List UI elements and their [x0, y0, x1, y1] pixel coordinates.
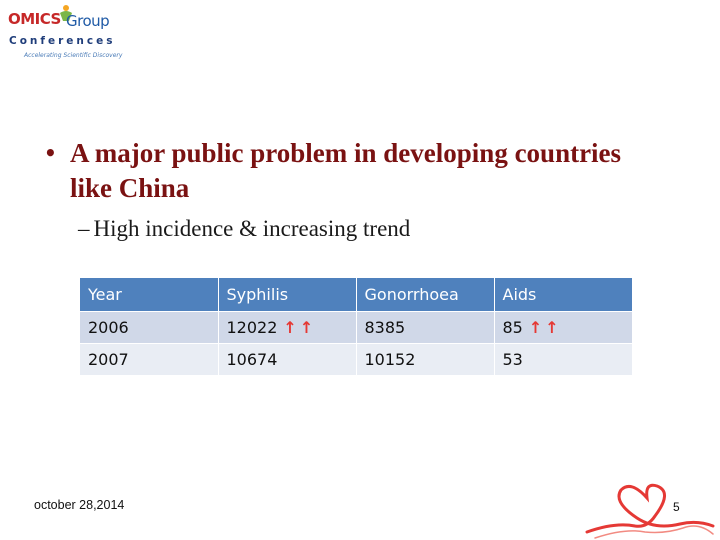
- page-number: 5: [673, 500, 680, 514]
- table-header-row: Year Syphilis Gonorrhoea Aids: [80, 278, 633, 312]
- logo-brand-group: Group: [66, 12, 110, 30]
- cell-year: 2007: [80, 343, 219, 376]
- header-syphilis: Syphilis: [218, 278, 357, 312]
- sub-bullet-text: High incidence & increasing trend: [93, 216, 411, 241]
- footer-date: october 28,2014: [34, 498, 125, 512]
- sub-bullet: – High incidence & increasing trend: [78, 216, 410, 242]
- table-row: 2007 10674 10152 53: [80, 343, 633, 376]
- header-gonorrhoea: Gonorrhoea: [356, 278, 495, 312]
- logo-brand-omics: OMICS: [8, 10, 61, 28]
- main-bullet: • A major public problem in developing c…: [44, 136, 644, 206]
- cell-gonorrhoea: 10152: [356, 343, 495, 376]
- header-year: Year: [80, 278, 219, 312]
- omics-group-logo: OMICS Group Conferences Accelerating Sci…: [6, 4, 122, 62]
- arrow-up-icon: ↑↑: [283, 317, 317, 337]
- logo-tagline: Accelerating Scientific Discovery: [24, 52, 123, 59]
- cell-aids: 53: [494, 343, 633, 376]
- person-figure-icon: [60, 5, 72, 21]
- header-aids: Aids: [494, 278, 633, 312]
- bullet-dot-icon: •: [44, 141, 57, 165]
- table-row: 2006 12022 ↑↑ 8385 85 ↑↑: [80, 311, 633, 344]
- cell-syphilis: 12022 ↑↑: [218, 311, 357, 344]
- incidence-table: Year Syphilis Gonorrhoea Aids 2006 12022…: [80, 278, 633, 376]
- cell-year: 2006: [80, 311, 219, 344]
- arrow-up-icon: ↑↑: [528, 317, 562, 337]
- cell-aids-value: 85: [502, 317, 523, 337]
- dash-icon: –: [78, 216, 90, 241]
- cell-gonorrhoea: 8385: [356, 311, 495, 344]
- heart-ribbon-icon: [585, 483, 715, 539]
- cell-syphilis-value: 12022: [226, 317, 278, 337]
- logo-subtitle: Conferences: [9, 35, 116, 47]
- cell-aids: 85 ↑↑: [494, 311, 633, 344]
- main-bullet-text: A major public problem in developing cou…: [70, 138, 622, 203]
- cell-syphilis: 10674: [218, 343, 357, 376]
